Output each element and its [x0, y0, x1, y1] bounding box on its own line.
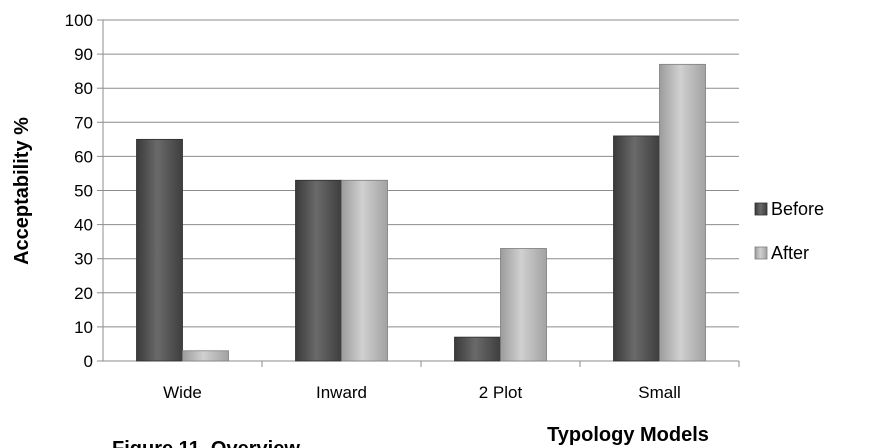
y-tick-label: 60: [74, 147, 93, 166]
legend: Before After: [754, 199, 824, 263]
bar-after-inward: [341, 179, 388, 362]
y-tick-label: 90: [74, 45, 93, 64]
bar-before-wide: [136, 138, 183, 362]
x-tick-label: Wide: [163, 383, 202, 402]
bar-after-wide: [182, 350, 229, 362]
x-tick-label: Small: [638, 383, 681, 402]
bars: [136, 63, 706, 362]
y-tick-label: 10: [74, 318, 93, 337]
y-axis-title: Acceptability %: [11, 117, 33, 265]
legend-swatch-before: [754, 202, 768, 216]
bar-before-inward: [295, 179, 342, 362]
bar-before-small: [613, 135, 660, 362]
x-axis-title: Typology Models: [547, 424, 709, 446]
y-tick-labels: 0 10 20 30 40 50 60 70 80 90 100: [65, 11, 93, 371]
legend-swatch-after: [754, 246, 768, 260]
x-tick-labels: Wide Inward 2 Plot Small: [163, 383, 681, 402]
bar-after-2-plot: [500, 248, 547, 362]
bar-after-small: [659, 63, 706, 362]
y-tick-label: 70: [74, 113, 93, 132]
x-tick-label: Inward: [316, 383, 367, 402]
y-tick-label: 80: [74, 79, 93, 98]
y-tick-label: 100: [65, 11, 93, 30]
x-tick-label: 2 Plot: [479, 383, 523, 402]
legend-label-after: After: [771, 243, 809, 263]
y-tick-label: 40: [74, 216, 93, 235]
gridlines: [103, 19, 739, 328]
figure-caption: Figure 11. Overview: [112, 438, 300, 448]
y-tick-label: 0: [84, 352, 93, 371]
y-tick-label: 20: [74, 284, 93, 303]
y-tick-label: 30: [74, 250, 93, 269]
legend-label-before: Before: [771, 199, 824, 219]
bar-before-2-plot: [454, 336, 501, 362]
y-tick-label: 50: [74, 182, 93, 201]
